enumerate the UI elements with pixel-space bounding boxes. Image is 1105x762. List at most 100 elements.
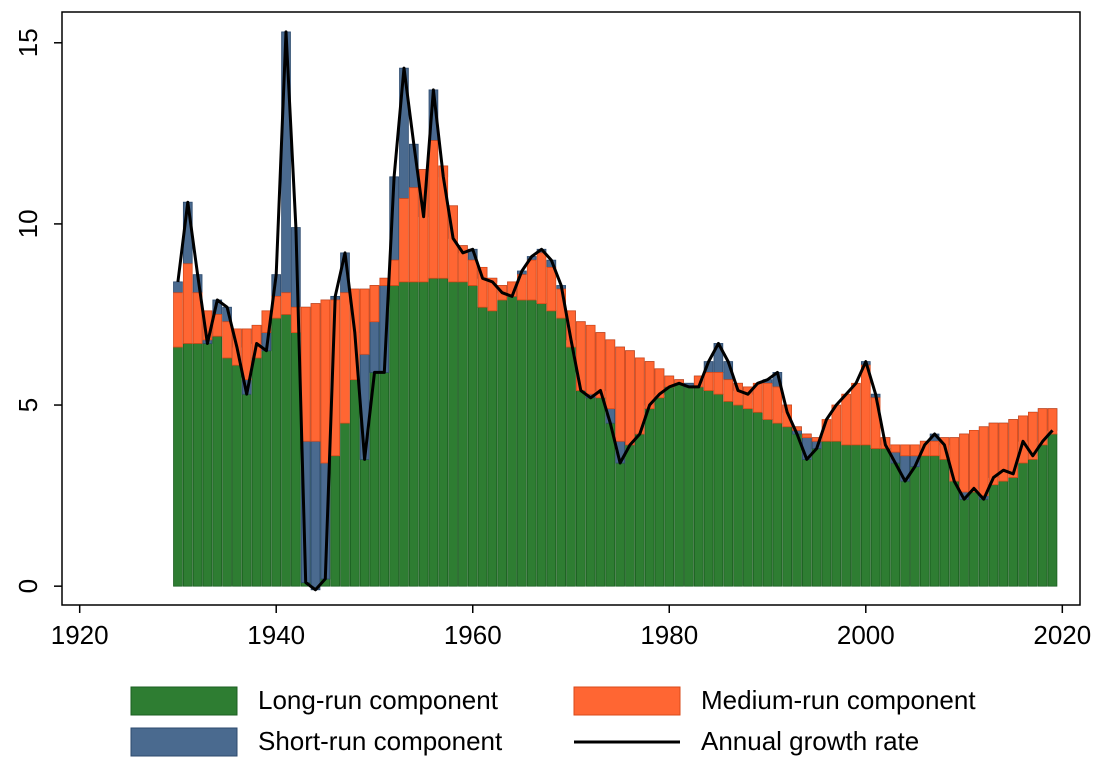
legend-swatch: [130, 727, 238, 757]
bar-segment: [350, 379, 360, 587]
bar-segment: [261, 332, 272, 587]
bar-segment: [526, 259, 537, 301]
bar-segment: [241, 328, 252, 381]
bar-segment: [389, 285, 399, 587]
bar-segment: [1037, 444, 1048, 587]
bar-segment: [251, 357, 262, 587]
bar-segment: [634, 433, 645, 587]
bar-segment: [713, 393, 724, 587]
bar-segment: [625, 350, 635, 446]
bar-segment: [782, 426, 792, 587]
bar-segment: [428, 140, 439, 279]
x-tick-label: 2020: [1033, 620, 1091, 650]
bar-segment: [408, 281, 419, 587]
bar-segment: [271, 317, 282, 587]
bar-segment: [566, 346, 576, 587]
bar-segment: [477, 306, 488, 587]
bar-segment: [870, 448, 881, 587]
bar-segment: [860, 444, 871, 587]
bar-segment: [762, 382, 773, 420]
bar-segment: [182, 343, 193, 587]
bar-segment: [743, 386, 753, 410]
y-tick-label: 15: [13, 28, 43, 57]
bar-segment: [467, 285, 478, 587]
bar-segment: [310, 303, 321, 442]
bar-segment: [664, 386, 675, 587]
bar-segment: [674, 382, 684, 587]
bar-segment: [173, 292, 183, 348]
y-tick-label: 0: [13, 579, 43, 593]
bar-segment: [733, 382, 743, 406]
bar-segment: [526, 299, 537, 587]
bar-segment: [605, 339, 616, 410]
bar-segment: [733, 404, 743, 587]
bar-segment: [910, 444, 920, 457]
bar-segment: [625, 444, 635, 587]
bar-segment: [929, 455, 940, 587]
bar-segment: [212, 335, 223, 587]
bar-segment: [821, 440, 832, 587]
bar-segment: [919, 440, 930, 457]
bar-segment: [772, 422, 783, 587]
bar-segment: [654, 368, 665, 399]
bar-segment: [959, 491, 969, 587]
bar-segment: [1028, 411, 1038, 460]
bar-segment: [978, 426, 989, 497]
bar-segment: [458, 281, 468, 587]
bar-segment: [399, 281, 409, 587]
bar-segment: [507, 295, 517, 587]
bar-segment: [693, 386, 704, 587]
legend-label: Medium-run component: [701, 685, 976, 715]
x-tick-label: 2000: [837, 620, 895, 650]
bar-segment: [752, 411, 763, 587]
bar-segment: [988, 484, 999, 587]
bar-segment: [1047, 408, 1058, 435]
legend-label: Long-run component: [258, 685, 499, 715]
bar-segment: [939, 458, 950, 587]
bar-segment: [418, 169, 429, 283]
legend-label: Short-run component: [258, 726, 503, 756]
bar-segment: [576, 390, 586, 587]
bar-segment: [556, 317, 566, 587]
bar-segment: [978, 495, 989, 587]
bar-segment: [369, 285, 380, 323]
bar-segment: [497, 299, 508, 587]
bar-segment: [173, 346, 183, 587]
y-tick-label: 5: [13, 398, 43, 412]
bar-segment: [615, 346, 625, 442]
bar-segment: [1018, 415, 1028, 464]
bar-segment: [595, 397, 606, 587]
bar-segment: [340, 422, 350, 587]
bar-segment: [929, 440, 940, 457]
bar-segment: [359, 288, 370, 355]
bar-segment: [517, 299, 527, 587]
bar-segment: [998, 480, 1009, 587]
bar-segment: [851, 444, 861, 587]
bar-segment: [860, 364, 871, 446]
bar-segment: [959, 433, 969, 493]
bar-segment: [772, 386, 783, 424]
bar-segment: [900, 444, 910, 457]
bar-segment: [644, 408, 655, 587]
bar-segment: [811, 440, 822, 587]
bar-segment: [654, 397, 665, 587]
bar-segment: [841, 444, 851, 587]
bar-segment: [202, 339, 213, 587]
y-tick-label: 10: [13, 209, 43, 238]
bar-segment: [743, 408, 753, 587]
bar-segment: [467, 259, 478, 286]
bar-segment: [536, 252, 547, 305]
bar-segment: [477, 266, 488, 308]
bar-segment: [458, 245, 468, 283]
x-tick-label: 1940: [247, 620, 305, 650]
bar-segment: [713, 372, 724, 395]
bar-segment: [340, 292, 350, 424]
x-tick-label: 1960: [444, 620, 502, 650]
line: [176, 30, 1054, 592]
bar-segment: [762, 419, 773, 587]
bar-segment: [1028, 458, 1038, 587]
bar-segment: [703, 372, 714, 391]
legend-swatch: [573, 686, 681, 716]
bar-segment: [890, 451, 901, 587]
